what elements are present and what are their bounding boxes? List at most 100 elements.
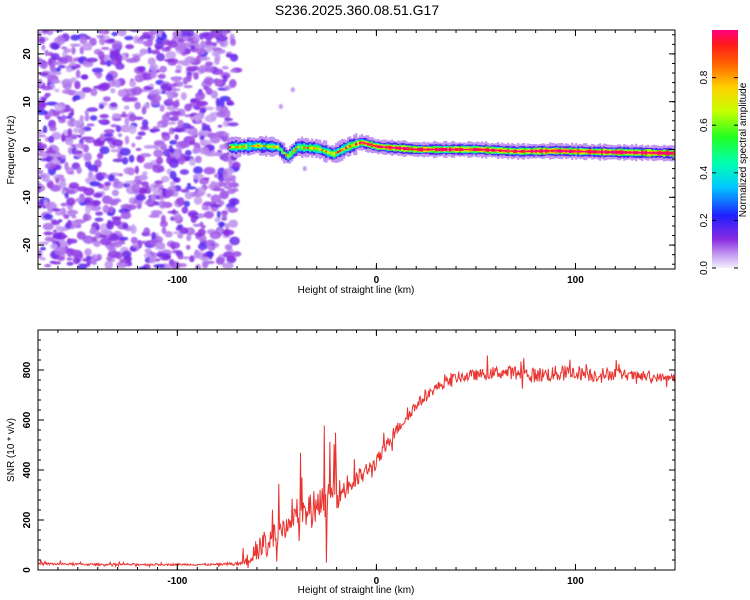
- noise-blob: [194, 263, 202, 269]
- ridge-cell: [525, 150, 528, 153]
- ridge-cell: [671, 152, 674, 154]
- noise-blob: [196, 100, 209, 107]
- noise-blob: [127, 204, 137, 210]
- x-tick-label: 100: [567, 275, 584, 286]
- noise-blob: [206, 193, 212, 198]
- noise-blob: [193, 106, 202, 110]
- ridge-cell: [451, 148, 454, 151]
- ridge-cell: [305, 147, 308, 149]
- x-tick-label: -100: [167, 576, 187, 587]
- noise-blob: [44, 92, 51, 97]
- noise-blob: [76, 166, 82, 174]
- ridge-cell: [509, 150, 512, 152]
- noise-blob: [124, 117, 130, 126]
- ridge-cell: [259, 145, 262, 147]
- ridge-cell: [517, 150, 520, 152]
- noise-blob: [211, 50, 221, 57]
- noise-blob: [75, 197, 86, 203]
- ridge-cell: [375, 145, 378, 147]
- noise-blob: [128, 197, 135, 205]
- ridge-cell: [307, 146, 310, 149]
- ridge-cell: [627, 151, 630, 154]
- noise-blob: [86, 123, 95, 127]
- ridge-cell: [351, 144, 354, 147]
- noise-blob: [68, 182, 80, 189]
- noise-blob: [50, 79, 61, 84]
- noise-blob: [90, 255, 95, 265]
- ridge-cell: [299, 144, 302, 151]
- ridge-cell: [547, 150, 550, 152]
- noise-blob: [55, 67, 61, 72]
- noise-blob: [140, 125, 150, 131]
- noise-blob: [112, 158, 124, 163]
- noise-blob: [182, 256, 190, 260]
- noise-blob: [179, 169, 189, 175]
- noise-blob: [177, 119, 184, 128]
- noise-blob: [161, 47, 171, 52]
- noise-blob: [63, 214, 70, 219]
- ridge-cell: [607, 151, 610, 153]
- ridge-cell: [337, 150, 340, 154]
- noise-blob: [223, 228, 230, 237]
- noise-blob: [58, 118, 66, 124]
- ridge-cell: [551, 150, 554, 152]
- noise-blob: [148, 214, 160, 218]
- noise-blob: [71, 136, 77, 140]
- noise-blob: [71, 214, 77, 219]
- ridge-cell: [531, 150, 534, 152]
- ridge-cell: [461, 148, 464, 151]
- ridge-cell: [363, 142, 366, 144]
- noise-blob: [69, 43, 82, 47]
- noise-blob: [197, 228, 206, 237]
- ridge-cell: [483, 149, 486, 151]
- noise-blob: [224, 117, 234, 122]
- noise-blob: [158, 200, 167, 209]
- noise-blob: [216, 111, 227, 117]
- ridge-cell: [293, 149, 296, 152]
- ridge-cell: [645, 152, 648, 154]
- noise-blob: [222, 262, 234, 269]
- ridge-cell: [561, 150, 564, 152]
- noise-blob: [151, 231, 157, 241]
- noise-blob: [167, 121, 177, 125]
- noise-blob: [52, 232, 63, 240]
- noise-blob: [53, 61, 64, 66]
- noise-blob: [74, 143, 82, 149]
- ridge-cell: [615, 151, 618, 153]
- noise-blob: [90, 88, 98, 97]
- noise-blob: [201, 127, 212, 131]
- ridge-cell: [383, 146, 386, 148]
- ridge-cell: [527, 150, 530, 153]
- x-tick-label: 0: [374, 275, 380, 286]
- ridge-cell: [503, 150, 506, 152]
- noise-blob: [226, 169, 232, 179]
- noise-blob: [60, 202, 68, 207]
- noise-blob: [192, 147, 201, 154]
- ridge-cell: [273, 146, 276, 148]
- noise-blob: [193, 250, 201, 259]
- noise-blob: [67, 219, 72, 228]
- noise-blob: [171, 128, 183, 132]
- noise-blob: [38, 130, 42, 139]
- ridge-cell: [571, 150, 574, 152]
- noise-blob: [156, 53, 165, 62]
- noise-blob: [186, 74, 192, 83]
- ridge-cell: [473, 148, 476, 151]
- noise-blob: [205, 61, 214, 67]
- ridge-cell: [475, 148, 478, 151]
- noise-blob: [159, 143, 168, 151]
- noise-blob: [169, 140, 178, 145]
- ridge-cell: [433, 148, 436, 151]
- noise-blob: [41, 44, 46, 51]
- ridge-cell: [313, 147, 316, 150]
- noise-blob: [58, 175, 65, 181]
- noise-blob: [143, 227, 151, 236]
- spectrogram-heatmap: [38, 30, 675, 269]
- noise-blob: [117, 133, 123, 138]
- noise-blob: [103, 129, 116, 134]
- ridge-cell: [457, 148, 460, 151]
- noise-blob: [65, 167, 75, 175]
- ridge-cell: [453, 148, 456, 151]
- noise-blob: [177, 233, 184, 239]
- noise-blob: [83, 263, 91, 268]
